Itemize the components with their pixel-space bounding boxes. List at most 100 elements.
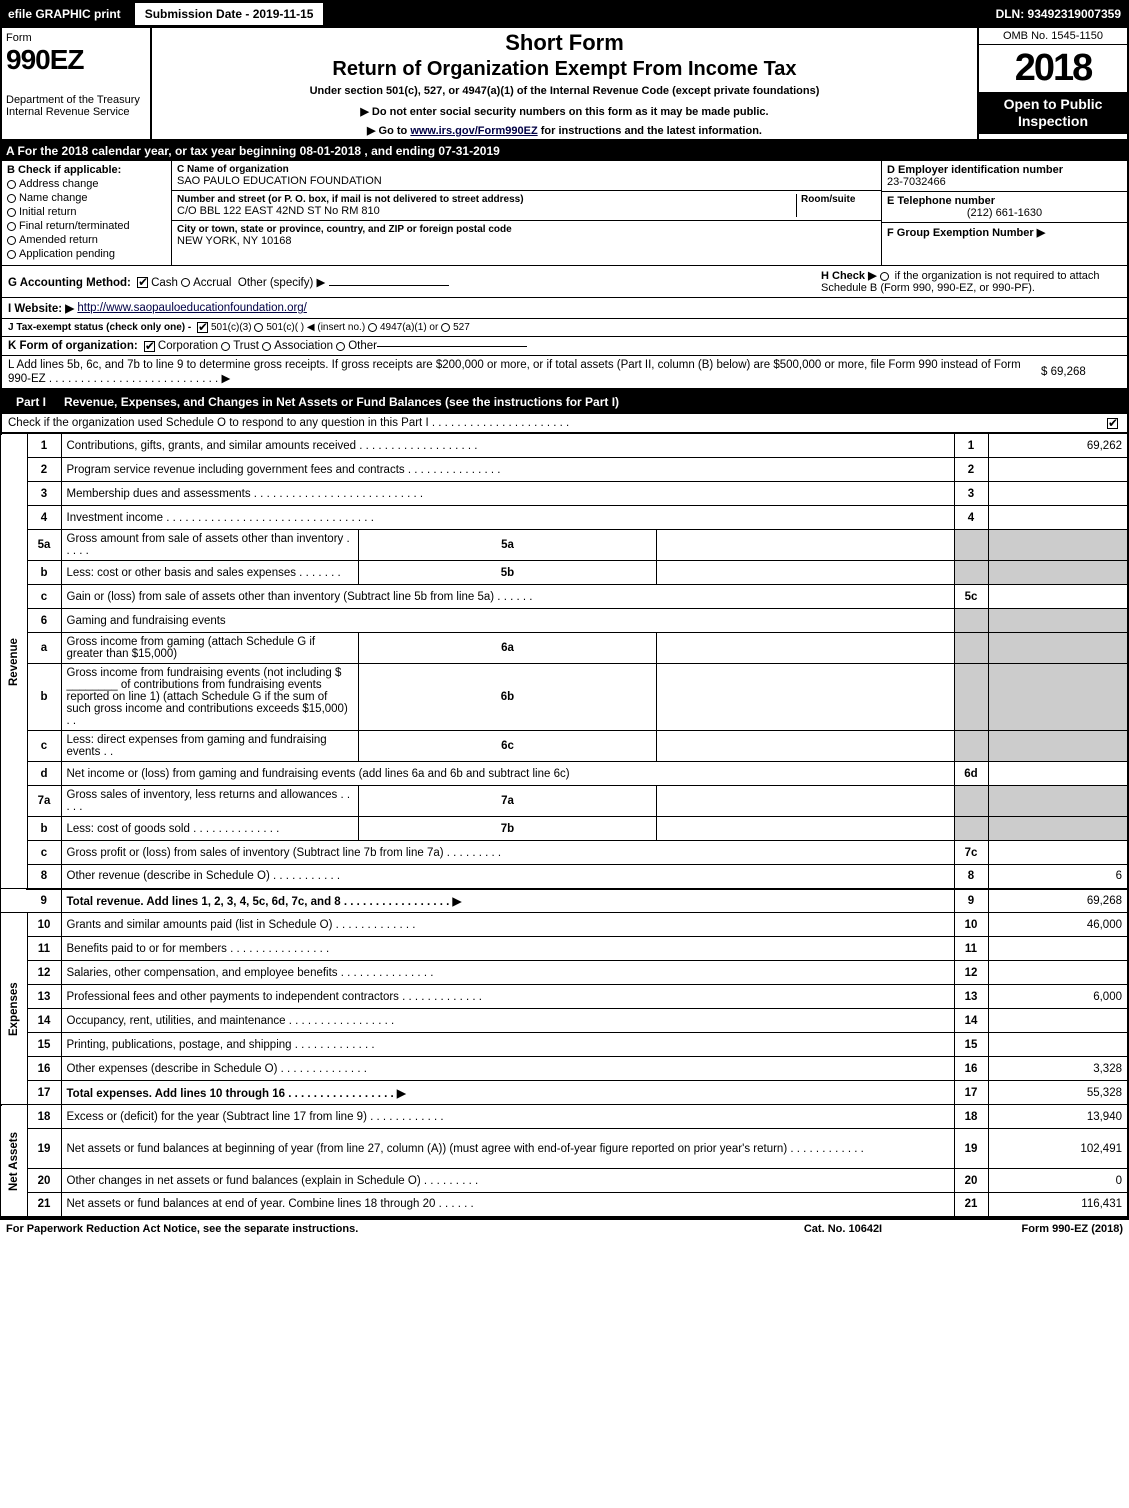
radio-h[interactable] <box>880 272 889 281</box>
opt-final-return: Final return/terminated <box>19 220 130 232</box>
l8-desc: Other revenue (describe in Schedule O) .… <box>61 865 954 889</box>
l13-desc: Professional fees and other payments to … <box>61 985 954 1009</box>
radio-address-change[interactable] <box>7 180 16 189</box>
l14-desc: Occupancy, rent, utilities, and maintena… <box>61 1009 954 1033</box>
l17-desc: Total expenses. Add lines 10 through 16 … <box>61 1081 954 1105</box>
other-specify: Other (specify) ▶ <box>238 277 325 289</box>
l17-val: 55,328 <box>988 1081 1128 1105</box>
l20-rt: 20 <box>954 1169 988 1193</box>
row-form-of-org: K Form of organization: Corporation Trus… <box>0 337 1129 356</box>
l14-rt: 14 <box>954 1009 988 1033</box>
form-subtitle: Under section 501(c), 527, or 4947(a)(1)… <box>158 85 971 97</box>
tel-label: E Telephone number <box>887 195 1122 207</box>
row-l: L Add lines 5b, 6c, and 7b to line 9 to … <box>0 356 1129 390</box>
tax-year: 2018 <box>979 45 1127 92</box>
radio-final-return[interactable] <box>7 222 16 231</box>
room-label: Room/suite <box>801 194 876 205</box>
l7c-desc: Gross profit or (loss) from sales of inv… <box>61 841 954 865</box>
part-1-label: Part I <box>8 393 54 411</box>
l6-shade <box>954 609 988 633</box>
radio-initial-return[interactable] <box>7 208 16 217</box>
col-c: C Name of organization SAO PAULO EDUCATI… <box>172 161 882 265</box>
l9-rt: 9 <box>954 889 988 913</box>
opt-other-org: Other <box>348 340 377 352</box>
l10-desc: Grants and similar amounts paid (list in… <box>61 913 954 937</box>
l7a-sub: 7a <box>359 786 657 817</box>
l5c-rt: 5c <box>954 585 988 609</box>
radio-other-org[interactable] <box>336 342 345 351</box>
period-mid: , and ending <box>364 144 438 158</box>
opt-association: Association <box>274 340 333 352</box>
radio-4947[interactable] <box>368 323 377 332</box>
ein-label: D Employer identification number <box>887 164 1122 176</box>
l21-rt: 21 <box>954 1193 988 1217</box>
l20-no: 20 <box>27 1169 61 1193</box>
note-goto: ▶ Go to www.irs.gov/Form990EZ for instru… <box>158 124 971 137</box>
l5b-valshade <box>988 561 1128 585</box>
l19-desc: Net assets or fund balances at beginning… <box>61 1129 954 1169</box>
l6d-rt: 6d <box>954 762 988 786</box>
checkbox-schedule-o[interactable] <box>1107 418 1118 429</box>
l7b-sub: 7b <box>359 817 657 841</box>
dept-treasury: Department of the Treasury <box>6 94 146 106</box>
opt-501c: 501(c)( ) ◀ (insert no.) <box>266 322 365 333</box>
radio-association[interactable] <box>262 342 271 351</box>
radio-application-pending[interactable] <box>7 250 16 259</box>
org-city: NEW YORK, NY 10168 <box>177 235 876 247</box>
l18-no: 18 <box>27 1105 61 1129</box>
l5a-valshade <box>988 530 1128 561</box>
l8-no: 8 <box>27 865 61 889</box>
radio-name-change[interactable] <box>7 194 16 203</box>
radio-accrual[interactable] <box>181 278 190 287</box>
opt-initial-return: Initial return <box>19 206 76 218</box>
org-address: C/O BBL 122 EAST 42ND ST No RM 810 <box>177 205 796 217</box>
period-begin: 08-01-2018 <box>300 144 361 158</box>
top-bar: efile GRAPHIC print Submission Date - 20… <box>0 0 1129 28</box>
l14-val <box>988 1009 1128 1033</box>
irs-link[interactable]: www.irs.gov/Form990EZ <box>410 125 537 137</box>
opt-address-change: Address change <box>19 178 99 190</box>
l6c-subval <box>656 731 954 762</box>
l5b-desc: Less: cost or other basis and sales expe… <box>61 561 359 585</box>
checkbox-corporation[interactable] <box>144 341 155 352</box>
form-number: 990EZ <box>6 44 146 76</box>
l7a-subval <box>656 786 954 817</box>
l7b-desc: Less: cost of goods sold . . . . . . . .… <box>61 817 359 841</box>
l9-desc: Total revenue. Add lines 1, 2, 3, 4, 5c,… <box>61 889 954 913</box>
short-form: Short Form <box>158 30 971 56</box>
opt-corporation: Corporation <box>158 340 218 352</box>
line-k-label: K Form of organization: <box>8 340 138 352</box>
checkbox-501c3[interactable] <box>197 322 208 333</box>
checkbox-cash[interactable] <box>137 277 148 288</box>
l4-no: 4 <box>27 506 61 530</box>
col-d: D Employer identification number 23-7032… <box>882 161 1127 265</box>
l5a-desc: Gross amount from sale of assets other t… <box>61 530 359 561</box>
period-end: 07-31-2019 <box>438 144 499 158</box>
l7a-desc: Gross sales of inventory, less returns a… <box>61 786 359 817</box>
radio-527[interactable] <box>441 323 450 332</box>
l1-val: 69,262 <box>988 434 1128 458</box>
radio-501c[interactable] <box>254 323 263 332</box>
l18-val: 13,940 <box>988 1105 1128 1129</box>
l18-rt: 18 <box>954 1105 988 1129</box>
l7a-no: 7a <box>27 786 61 817</box>
l3-rt: 3 <box>954 482 988 506</box>
radio-trust[interactable] <box>221 342 230 351</box>
l8-val: 6 <box>988 865 1128 889</box>
l2-val <box>988 458 1128 482</box>
part-1-title: Revenue, Expenses, and Changes in Net As… <box>64 395 1121 409</box>
l1-rt: 1 <box>954 434 988 458</box>
l7c-val <box>988 841 1128 865</box>
footer-cat: Cat. No. 10642I <box>743 1223 943 1235</box>
side-net-assets: Net Assets <box>1 1105 27 1217</box>
ein: 23-7032466 <box>887 176 1122 188</box>
l4-val <box>988 506 1128 530</box>
radio-amended-return[interactable] <box>7 236 16 245</box>
website-link[interactable]: http://www.saopauloeducationfoundation.o… <box>77 302 307 314</box>
l11-val <box>988 937 1128 961</box>
l5a-shade <box>954 530 988 561</box>
note-ssn: ▶ Do not enter social security numbers o… <box>158 105 971 118</box>
l19-no: 19 <box>27 1129 61 1169</box>
footer-form: Form 990-EZ (2018) <box>943 1223 1123 1235</box>
efile-label[interactable]: efile GRAPHIC print <box>0 7 129 21</box>
